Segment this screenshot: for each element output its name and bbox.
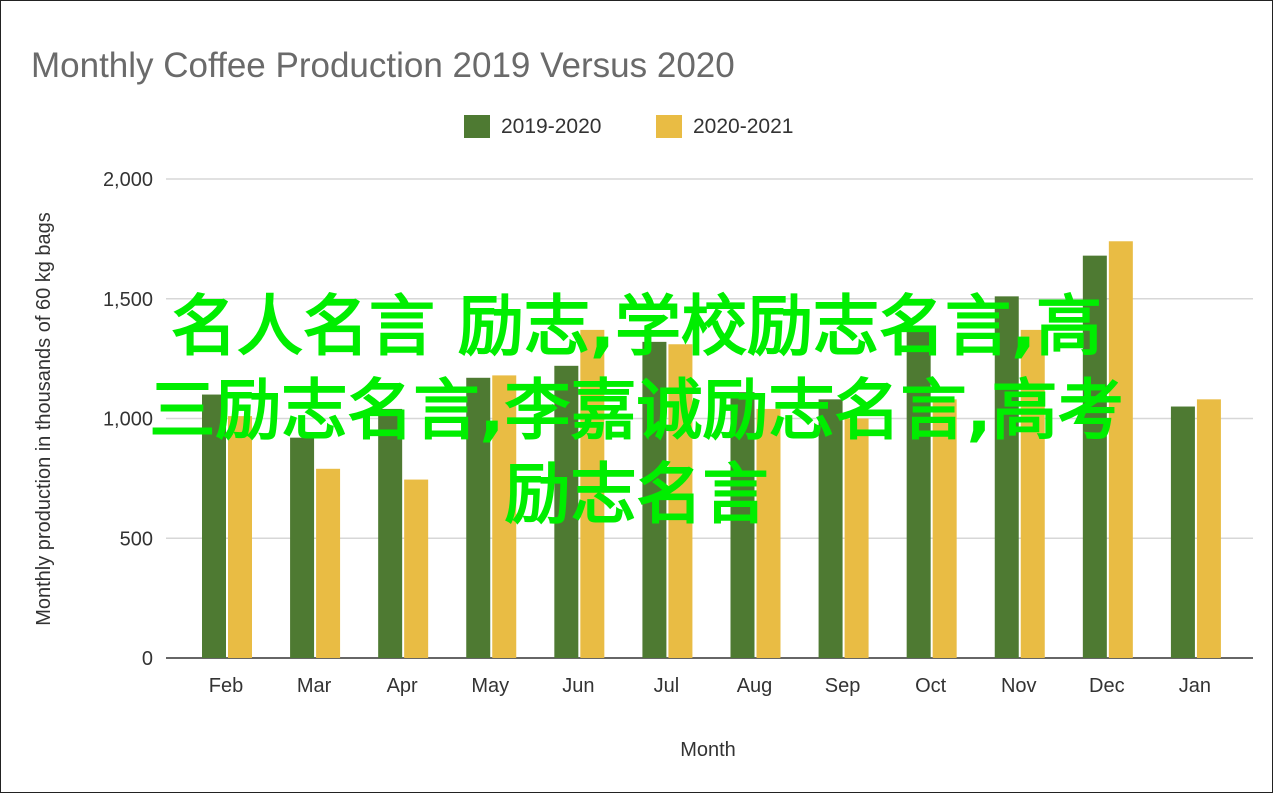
x-axis-ticks: Feb Mar Apr May Jun Jul Aug Sep Oct Nov Dec Jan <box>209 675 1211 697</box>
x-tick-label: Jun <box>562 675 594 697</box>
y-tick-label: 1,500 <box>103 289 153 311</box>
x-axis-title: Month <box>680 739 736 761</box>
bar-2020-2021-Sep <box>844 418 869 658</box>
bar-2019-2020-Mar <box>290 437 315 658</box>
bar-2020-2021-Jun <box>580 329 605 658</box>
y-tick-label: 500 <box>120 528 153 550</box>
bar-2019-2020-Nov <box>994 296 1019 658</box>
bar-2020-2021-May <box>492 375 517 658</box>
x-tick-label: Dec <box>1089 675 1125 697</box>
gridlines <box>166 178 1253 659</box>
x-tick-label: May <box>471 675 509 697</box>
bar-2019-2020-Sep <box>818 399 843 658</box>
x-tick-label: Jan <box>1179 675 1211 697</box>
x-tick-label: Mar <box>297 675 332 697</box>
y-tick-label: 2,000 <box>103 169 153 191</box>
legend-label-2020-2021: 2020-2021 <box>693 115 793 138</box>
x-tick-label: Jul <box>654 675 680 697</box>
y-axis-title: Monthly production in thousands of 60 kg… <box>33 212 55 626</box>
bar-2020-2021-Jul <box>668 344 693 658</box>
bar-2019-2020-Oct <box>906 329 931 658</box>
chart-title: Monthly Coffee Production 2019 Versus 20… <box>31 46 735 85</box>
y-axis-ticks: 0 500 1,000 1,500 2,000 <box>103 169 153 670</box>
y-tick-label: 0 <box>142 648 153 670</box>
legend: 2019-2020 2020-2021 <box>464 115 793 138</box>
bar-2020-2021-Nov <box>1020 329 1045 658</box>
bar-2019-2020-Apr <box>378 408 403 658</box>
y-tick-label: 1,000 <box>103 409 153 431</box>
x-tick-label: Apr <box>387 675 418 697</box>
x-tick-label: Oct <box>915 675 947 697</box>
x-tick-label: Aug <box>737 675 773 697</box>
bar-2019-2020-Feb <box>202 394 226 658</box>
legend-label-2019-2020: 2019-2020 <box>501 115 601 138</box>
x-tick-label: Feb <box>209 675 243 697</box>
bar-2019-2020-Dec <box>1082 255 1107 658</box>
x-tick-label: Sep <box>825 675 861 697</box>
bar-2019-2020-Aug <box>730 392 755 658</box>
legend-swatch-2019-2020 <box>464 115 490 138</box>
bar-2019-2020-Jun <box>554 365 579 658</box>
bar-2020-2021-Feb <box>228 416 252 658</box>
bar-2019-2020-Jan <box>1170 406 1195 658</box>
bar-2019-2020-May <box>466 377 491 658</box>
bar-2020-2021-Apr <box>404 479 429 658</box>
bar-2020-2021-Oct <box>932 399 957 658</box>
bars <box>202 241 1221 658</box>
bar-2020-2021-Mar <box>316 468 341 658</box>
bar-2020-2021-Aug <box>756 408 781 658</box>
bar-2020-2021-Dec <box>1108 241 1133 658</box>
x-tick-label: Nov <box>1001 675 1037 697</box>
bar-2019-2020-Jul <box>642 341 667 658</box>
bar-2020-2021-Jan <box>1196 399 1221 658</box>
legend-swatch-2020-2021 <box>656 115 682 138</box>
